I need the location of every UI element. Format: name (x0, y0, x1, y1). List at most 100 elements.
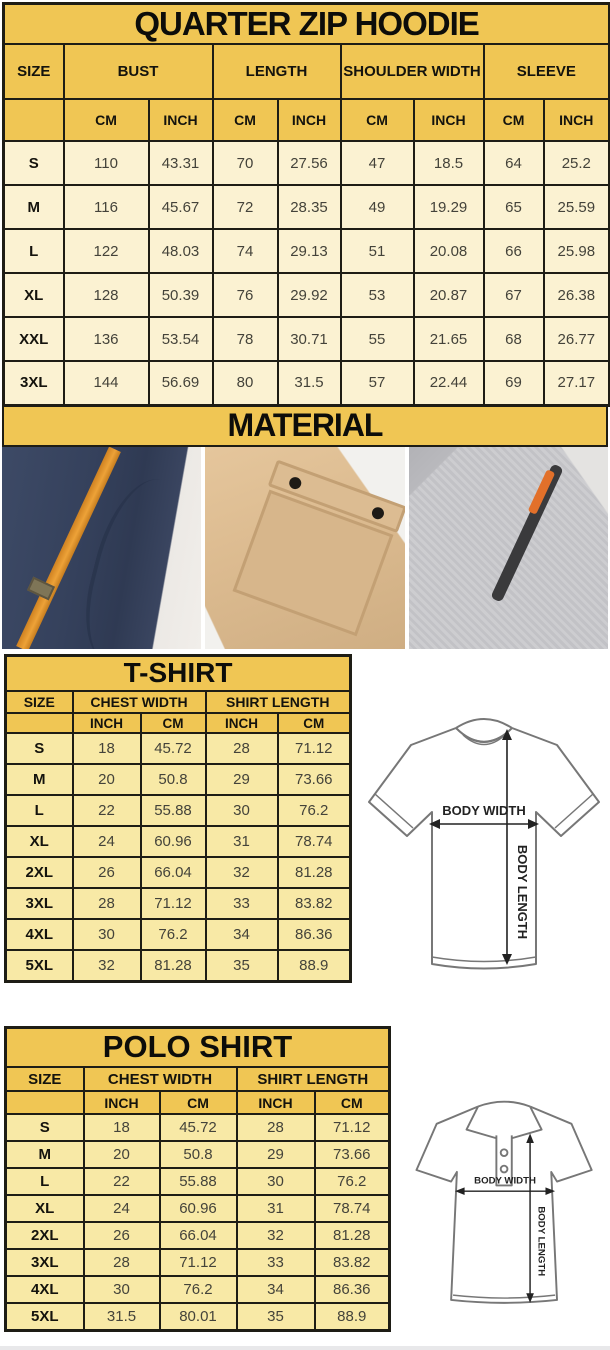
measurement-cell: 80 (211, 360, 279, 406)
measurement-cell: 88.9 (313, 1302, 391, 1331)
polo-group-header-row: SIZE CHEST WIDTH SHIRT LENGTH (4, 1066, 391, 1092)
measurement-cell: 74 (211, 228, 279, 274)
measurement-cell: 28 (235, 1113, 316, 1142)
table-row: M 116 45.67 72 28.35 49 19.29 65 25.59 (2, 184, 610, 230)
measurement-cell: 25.2 (542, 140, 610, 186)
measurement-cell: 30 (235, 1167, 316, 1196)
measurement-cell: 55.88 (139, 794, 207, 827)
measurement-cell: 31 (235, 1194, 316, 1223)
size-label: 3XL (4, 887, 74, 920)
measurement-cell: 43.31 (147, 140, 214, 186)
measurement-cell: 26.38 (542, 272, 610, 318)
zipper (489, 462, 564, 603)
measurement-cell: 18 (71, 732, 142, 765)
measurement-cell: 64 (482, 140, 545, 186)
unit-header-inch: INCH (276, 98, 342, 142)
table-row: 2XL 26 66.04 32 81.28 (4, 856, 352, 889)
measurement-cell: 66.04 (158, 1221, 238, 1250)
measurement-cell: 22 (82, 1167, 161, 1196)
hoodie-unit-header-row: CM INCH CM INCH CM INCH CM INCH (2, 98, 610, 142)
polo-measurement-diagram: BODY WIDTH BODY LENGTH (415, 1100, 593, 1304)
size-label: M (2, 184, 65, 230)
table-row: 5XL 31.5 80.01 35 88.9 (4, 1302, 391, 1331)
measurement-cell: 53 (339, 272, 415, 318)
size-label: 5XL (4, 949, 74, 982)
size-label: 4XL (4, 1275, 85, 1304)
measurement-cell: 30 (71, 918, 142, 951)
table-row: M 20 50.8 29 73.66 (4, 1140, 391, 1169)
polo-table-title: POLO SHIRT (4, 1026, 391, 1068)
measurement-cell: 25.59 (542, 184, 610, 230)
measurement-cell: 66 (482, 228, 545, 274)
unit-header-cm: CM (313, 1090, 391, 1115)
measurement-cell: 122 (62, 228, 150, 274)
measurement-cell: 60.96 (158, 1194, 238, 1223)
measurement-cell: 50.39 (147, 272, 214, 318)
measurement-cell: 81.28 (276, 856, 352, 889)
tshirt-title-row: T-SHIRT (4, 654, 352, 692)
cargo-pocket (232, 459, 405, 636)
measurement-cell: 25.98 (542, 228, 610, 274)
size-label: L (4, 1167, 85, 1196)
measurement-cell: 28 (82, 1248, 161, 1277)
col-header-empty (4, 1090, 85, 1115)
measurement-cell: 71.12 (139, 887, 207, 920)
measurement-cell: 73.66 (313, 1140, 391, 1169)
measurement-cell: 20 (82, 1140, 161, 1169)
measurement-cell: 76.2 (313, 1167, 391, 1196)
col-header-size: SIZE (4, 690, 74, 714)
measurement-cell: 60.96 (139, 825, 207, 858)
col-header-empty (4, 712, 74, 734)
unit-header-inch: INCH (235, 1090, 316, 1115)
table-row: 3XL 144 56.69 80 31.5 57 22.44 69 27.17 (2, 360, 610, 406)
measurement-arrows (462, 1140, 548, 1295)
snap-button (370, 505, 386, 521)
polo-size-table: POLO SHIRT SIZE CHEST WIDTH SHIRT LENGTH… (4, 1025, 392, 1332)
polo-title-row: POLO SHIRT (4, 1026, 391, 1068)
measurement-cell: 30.71 (276, 316, 342, 362)
measurement-cell: 31.5 (82, 1302, 161, 1331)
measurement-cell: 20 (71, 763, 142, 796)
table-row: S 110 43.31 70 27.56 47 18.5 64 25.2 (2, 140, 610, 186)
size-label: L (2, 228, 65, 274)
tshirt-table-body: S 18 45.72 28 71.12 M 20 50.8 29 73.66 L 22 55.88 30 7… (4, 732, 352, 982)
size-label: 2XL (4, 856, 74, 889)
measurement-cell: 76.2 (139, 918, 207, 951)
material-title: MATERIAL (227, 407, 384, 443)
measurement-cell: 29.13 (276, 228, 342, 274)
table-row: 3XL 28 71.12 33 83.82 (4, 887, 352, 920)
measurement-cell: 34 (204, 918, 279, 951)
measurement-cell: 86.36 (276, 918, 352, 951)
col-header-shirt-length: SHIRT LENGTH (204, 690, 352, 714)
size-label: S (4, 1113, 85, 1142)
size-label: XL (4, 1194, 85, 1223)
measurement-cell: 31.5 (276, 360, 342, 406)
unit-header-cm: CM (62, 98, 150, 142)
tshirt-table-title: T-SHIRT (4, 654, 352, 692)
size-label: L (4, 794, 74, 827)
unit-header-cm: CM (211, 98, 279, 142)
polo-unit-header-row: INCH CM INCH CM (4, 1090, 391, 1115)
body-width-label: BODY WIDTH (474, 1175, 536, 1186)
measurement-cell: 49 (339, 184, 415, 230)
table-row: XL 128 50.39 76 29.92 53 20.87 67 26.38 (2, 272, 610, 318)
measurement-cell: 55 (339, 316, 415, 362)
measurement-cell: 78.74 (313, 1194, 391, 1223)
measurement-cell: 88.9 (276, 949, 352, 982)
measurement-cell: 27.56 (276, 140, 342, 186)
table-row: XL 24 60.96 31 78.74 (4, 1194, 391, 1223)
measurement-cell: 21.65 (412, 316, 485, 362)
unit-header-cm: CM (339, 98, 415, 142)
measurement-cell: 144 (62, 360, 150, 406)
measurement-cell: 18.5 (412, 140, 485, 186)
measurement-cell: 29.92 (276, 272, 342, 318)
measurement-cell: 22 (71, 794, 142, 827)
unit-header-inch: INCH (82, 1090, 161, 1115)
snap-button (287, 474, 304, 491)
measurement-cell: 28.35 (276, 184, 342, 230)
fabric-photo-gray-zipper (408, 446, 608, 649)
measurement-cell: 78 (211, 316, 279, 362)
size-label: S (4, 732, 74, 765)
measurement-cell: 31 (204, 825, 279, 858)
measurement-cell: 18 (82, 1113, 161, 1142)
